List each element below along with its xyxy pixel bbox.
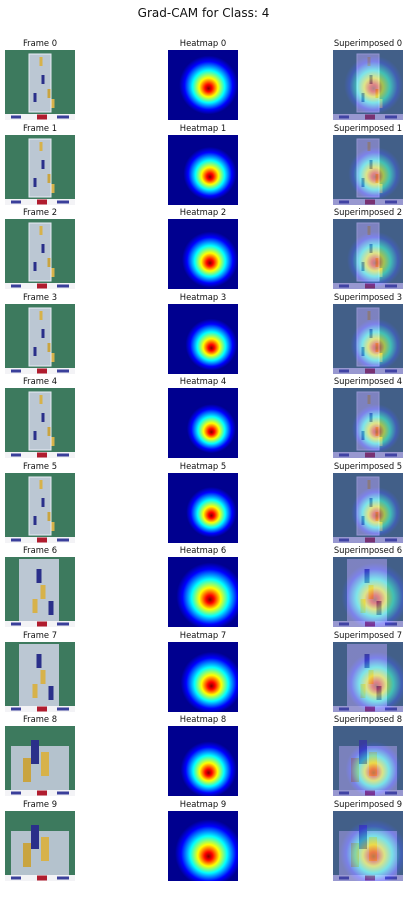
superimposed-label-1: Superimposed 1 xyxy=(333,122,403,133)
superimposed-label-8: Superimposed 8 xyxy=(333,714,403,724)
heatmap-label-4: Heatmap 4 xyxy=(179,376,227,386)
frame-image-7 xyxy=(5,641,75,712)
superimposed-label-4: Superimposed 4 xyxy=(333,376,403,386)
superimposed-label-7: Superimposed 7 xyxy=(333,629,403,640)
heatmap-label-2: Heatmap 2 xyxy=(179,207,227,217)
superimposed-label-6: Superimposed 6 xyxy=(333,545,403,555)
frame-image-4 xyxy=(5,388,75,458)
frame-image-9 xyxy=(5,810,75,881)
frame-label-0: Frame 0 xyxy=(22,38,58,48)
frame-label-3: Frame 3 xyxy=(22,291,58,302)
heatmap-image-6 xyxy=(168,557,238,627)
frame-image-2 xyxy=(5,219,75,289)
superimposed-image-0 xyxy=(333,50,403,120)
heatmap-image-7 xyxy=(168,641,238,712)
frame-label-8: Frame 8 xyxy=(22,714,58,724)
superimposed-image-6 xyxy=(333,557,403,627)
superimposed-image-5 xyxy=(333,472,403,543)
heatmap-label-3: Heatmap 3 xyxy=(179,291,227,302)
heatmap-image-4 xyxy=(168,388,238,458)
frame-label-5: Frame 5 xyxy=(22,460,58,471)
superimposed-image-3 xyxy=(333,303,403,374)
frame-image-1 xyxy=(5,134,75,205)
frame-label-4: Frame 4 xyxy=(22,376,58,386)
frame-image-3 xyxy=(5,303,75,374)
heatmap-image-1 xyxy=(168,134,238,205)
superimposed-label-9: Superimposed 9 xyxy=(333,798,403,809)
frame-label-9: Frame 9 xyxy=(22,798,58,809)
superimposed-image-7 xyxy=(333,641,403,712)
superimposed-image-9 xyxy=(333,810,403,881)
superimposed-label-2: Superimposed 2 xyxy=(333,207,403,217)
frame-image-5 xyxy=(5,472,75,543)
heatmap-image-0 xyxy=(168,50,238,120)
superimposed-label-3: Superimposed 3 xyxy=(333,291,403,302)
superimposed-label-5: Superimposed 5 xyxy=(333,460,403,471)
frame-label-1: Frame 1 xyxy=(22,122,58,133)
heatmap-image-2 xyxy=(168,219,238,289)
superimposed-image-2 xyxy=(333,219,403,289)
frame-image-0 xyxy=(5,50,75,120)
heatmap-image-9 xyxy=(168,810,238,881)
heatmap-label-6: Heatmap 6 xyxy=(179,545,227,555)
heatmap-label-0: Heatmap 0 xyxy=(179,38,227,48)
heatmap-label-5: Heatmap 5 xyxy=(179,460,227,471)
superimposed-label-0: Superimposed 0 xyxy=(333,38,403,48)
heatmap-label-9: Heatmap 9 xyxy=(179,798,227,809)
heatmap-label-1: Heatmap 1 xyxy=(179,122,227,133)
figure-title: Grad-CAM for Class: 4 xyxy=(137,6,270,20)
frame-label-2: Frame 2 xyxy=(22,207,58,217)
frame-label-7: Frame 7 xyxy=(22,629,58,640)
heatmap-label-8: Heatmap 8 xyxy=(179,714,227,724)
frame-image-8 xyxy=(5,726,75,796)
heatmap-label-7: Heatmap 7 xyxy=(179,629,227,640)
frame-image-6 xyxy=(5,557,75,627)
heatmap-image-5 xyxy=(168,472,238,543)
superimposed-image-1 xyxy=(333,134,403,205)
heatmap-image-8 xyxy=(168,726,238,796)
heatmap-image-3 xyxy=(168,303,238,374)
frame-label-6: Frame 6 xyxy=(22,545,58,555)
superimposed-image-4 xyxy=(333,388,403,458)
superimposed-image-8 xyxy=(333,726,403,796)
